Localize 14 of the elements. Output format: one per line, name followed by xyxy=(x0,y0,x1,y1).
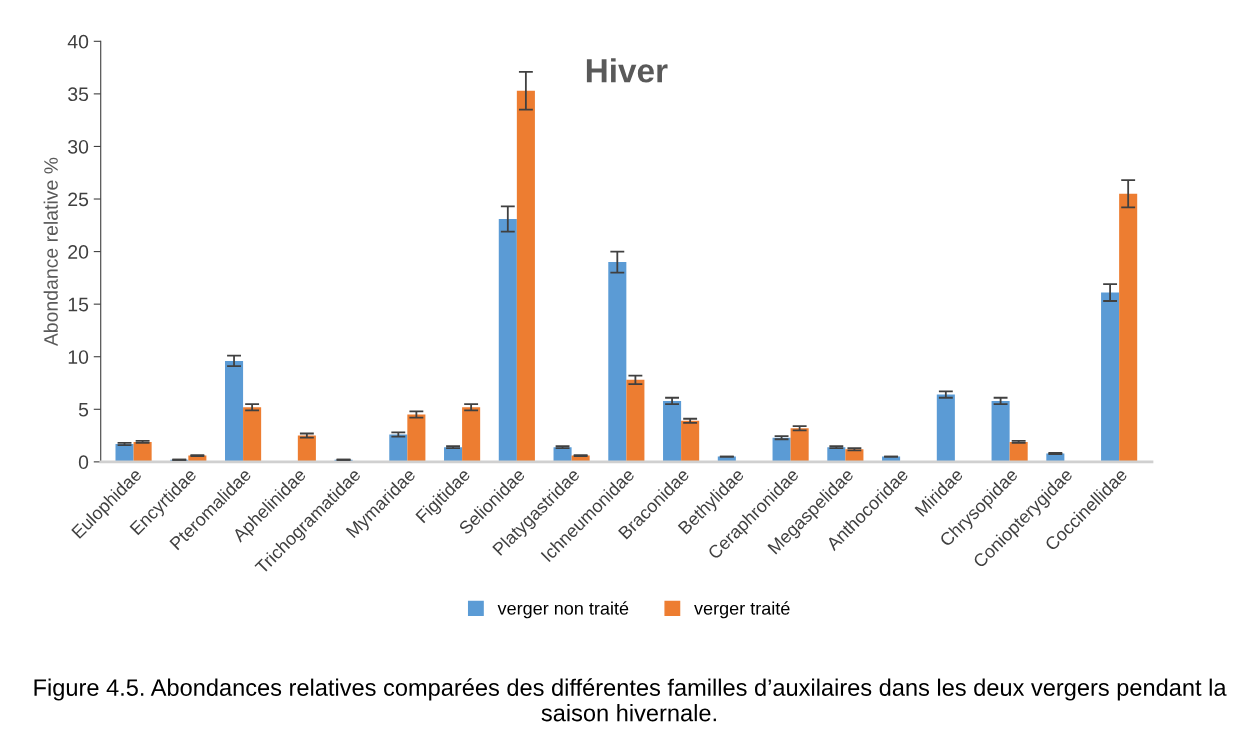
y-tick-label: 30 xyxy=(68,139,89,154)
y-tick-label: 25 xyxy=(68,192,89,207)
y-tick-label: 10 xyxy=(68,350,89,364)
y-tick-label: 0 xyxy=(78,455,89,470)
y-tick-label: 5 xyxy=(78,402,89,417)
y-tick-label: 15 xyxy=(68,297,89,312)
y-tick-label: 20 xyxy=(68,245,89,259)
chart-title: Hiver xyxy=(586,58,668,83)
y-tick-label: 40 xyxy=(67,34,89,49)
y-tick-label: 35 xyxy=(68,87,89,102)
y-axis-title: Abondance relative % xyxy=(43,157,58,347)
legend-label: verger traité xyxy=(694,601,790,619)
caption: Figure 4.5. Abondances relatives comparées des différentes familles d’auxilaires dans les deux vergers pendant la saison hivernale. xyxy=(34,678,1227,722)
legend-label: verger non traité xyxy=(497,601,629,619)
